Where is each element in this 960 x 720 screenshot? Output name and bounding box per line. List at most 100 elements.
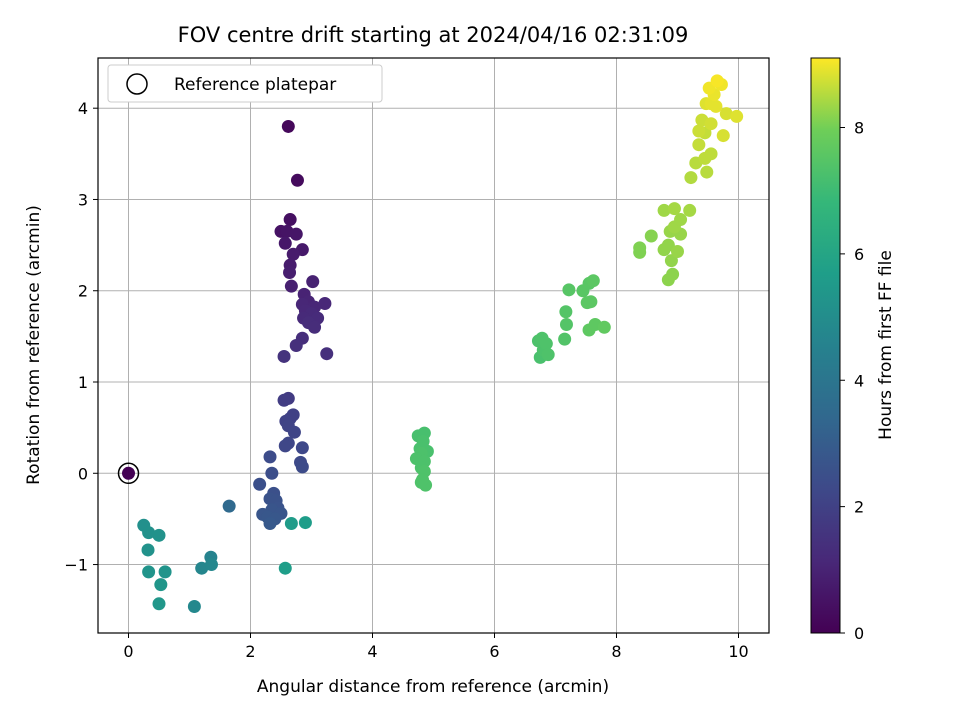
y-tick-label: 1 [78, 373, 88, 392]
data-point [541, 348, 555, 362]
data-point [559, 305, 573, 319]
data-point [295, 441, 309, 455]
x-axis-label: Angular distance from reference (arcmin) [257, 677, 609, 697]
data-point [289, 227, 303, 241]
data-point [263, 450, 277, 464]
colorbar-gradient [810, 57, 841, 634]
data-point [559, 318, 573, 332]
data-point [253, 477, 267, 491]
x-tick-label: 4 [367, 642, 377, 661]
y-tick-label: 4 [78, 99, 88, 118]
data-point [716, 129, 730, 143]
data-point [320, 347, 334, 361]
data-point [278, 561, 292, 575]
data-point [298, 516, 312, 530]
colorbar-tick-label: 0 [854, 624, 864, 643]
y-tick-label: −1 [64, 556, 88, 575]
data-point [700, 165, 714, 179]
colorbar-tick-label: 8 [854, 119, 864, 138]
data-point [709, 99, 723, 113]
x-tick-label: 8 [611, 642, 621, 661]
data-point [666, 267, 680, 281]
y-axis-ticks: −1 0 1 2 3 4 [64, 99, 98, 575]
data-point [283, 265, 297, 279]
data-point [142, 565, 156, 579]
data-point [308, 320, 322, 334]
data-point [558, 332, 572, 346]
x-axis-ticks: 0 2 4 6 8 10 [123, 633, 749, 661]
data-point [683, 203, 697, 217]
chart-title: FOV centre drift starting at 2024/04/16 … [178, 23, 689, 47]
data-point [597, 320, 611, 334]
data-point [289, 339, 303, 352]
data-point [633, 245, 647, 259]
data-point [284, 516, 298, 530]
data-point [692, 124, 706, 138]
x-tick-label: 6 [489, 642, 499, 661]
y-tick-label: 3 [78, 190, 88, 209]
plot-frame [97, 57, 770, 634]
data-point [284, 279, 298, 293]
data-point [277, 393, 291, 407]
data-point [671, 244, 684, 258]
grid-lines [98, 58, 769, 633]
data-point [187, 600, 201, 614]
data-point [152, 597, 166, 611]
data-point [664, 254, 678, 268]
data-point [278, 236, 292, 250]
colorbar-ticks: 0 2 4 6 8 [840, 119, 864, 643]
colorbar-label: Hours from first FF file [876, 250, 896, 440]
data-point [667, 202, 681, 216]
y-tick-label: 2 [78, 282, 88, 301]
data-point [657, 203, 671, 217]
x-tick-label: 2 [245, 642, 255, 661]
data-point [265, 466, 279, 480]
data-point [277, 349, 291, 363]
data-point [539, 337, 553, 351]
data-point [684, 171, 698, 185]
data-point [710, 74, 724, 88]
legend: Reference platepar [107, 64, 383, 103]
legend-entry-label: Reference platepar [174, 75, 336, 95]
data-point [141, 543, 155, 557]
data-point [644, 229, 658, 243]
data-point [562, 283, 576, 297]
data-point [278, 439, 292, 453]
data-point [692, 138, 706, 152]
data-point [704, 117, 718, 131]
data-point [580, 296, 594, 310]
data-point [416, 473, 430, 487]
data-point [295, 460, 309, 474]
data-point [318, 297, 332, 311]
data-point [283, 213, 297, 227]
data-point [586, 274, 600, 288]
colorbar-tick-label: 6 [854, 245, 864, 264]
data-point [306, 275, 320, 289]
data-point [222, 499, 236, 513]
data-points [122, 74, 744, 614]
data-point [290, 173, 304, 187]
data-point [674, 213, 688, 227]
data-point [704, 147, 718, 161]
data-point [142, 526, 156, 540]
colorbar: 0 2 4 6 8 Hours from first FF file [810, 57, 896, 643]
colorbar-tick-label: 4 [854, 371, 864, 390]
data-point [152, 528, 166, 542]
legend-marker-circle-icon [126, 73, 148, 95]
data-point [195, 561, 209, 575]
data-point [719, 107, 733, 121]
data-point [158, 565, 172, 579]
reference-point-marker [117, 462, 140, 485]
data-point [154, 578, 168, 592]
reference-platepar-marker [117, 462, 140, 485]
data-point [661, 238, 675, 252]
legend-box [107, 64, 383, 103]
x-tick-label: 0 [123, 642, 133, 661]
data-point [122, 466, 135, 480]
y-axis-label: Rotation from reference (arcmin) [24, 205, 44, 485]
data-point [281, 119, 295, 133]
data-point [730, 109, 744, 123]
data-point [287, 425, 301, 439]
data-point [286, 247, 300, 261]
